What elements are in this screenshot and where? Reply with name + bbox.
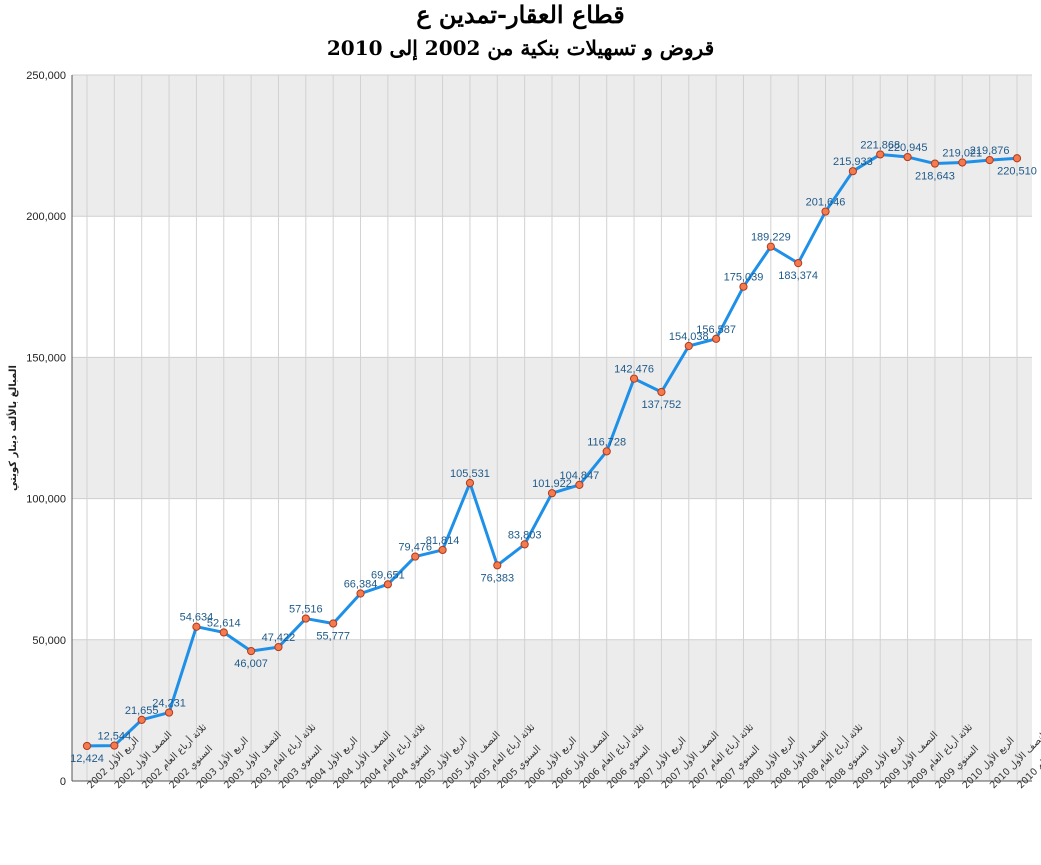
data-point [602, 447, 611, 456]
data-label: 220,945 [888, 142, 928, 154]
data-point [903, 152, 912, 162]
data-point [438, 545, 447, 555]
y-tick-label: 200,000 [26, 211, 66, 223]
data-point [329, 619, 338, 628]
chart-subtitle: قروض و تسهيلات بنكية من 2002 إلى 2010 [326, 36, 715, 60]
data-label: 47,422 [262, 632, 296, 644]
data-point [383, 580, 392, 589]
data-label: 219,021 [942, 147, 982, 159]
data-point [575, 480, 584, 490]
data-label: 57,516 [289, 604, 323, 616]
data-label: 215,933 [833, 156, 873, 168]
data-point [192, 622, 201, 631]
data-label: 142,476 [614, 364, 654, 376]
data-point [465, 478, 475, 488]
data-label: 66,384 [344, 579, 378, 591]
data-label: 83,803 [508, 529, 542, 541]
y-tick-label: 250,000 [26, 70, 66, 82]
data-point [520, 540, 529, 549]
data-label: 101,922 [532, 478, 572, 490]
data-label: 12,424 [70, 753, 104, 765]
y-tick-label: 50,000 [32, 635, 66, 647]
data-point [1012, 154, 1022, 163]
data-label: 175,039 [724, 272, 764, 284]
data-label: 81,814 [426, 535, 460, 547]
data-point [110, 741, 119, 750]
y-tick-label: 150,000 [26, 352, 66, 364]
data-label: 219,876 [970, 145, 1010, 157]
data-label: 12,544 [98, 731, 132, 743]
data-point [219, 628, 228, 637]
data-point [629, 374, 639, 383]
data-label: 154,038 [669, 331, 709, 343]
data-point [356, 589, 365, 598]
data-label: 220,510 [997, 165, 1037, 177]
data-point [411, 552, 420, 561]
data-label: 54,634 [180, 612, 214, 624]
y-tick-label: 0 [60, 776, 66, 788]
data-label: 221,868 [860, 139, 900, 151]
data-point [985, 155, 994, 165]
data-label: 156,587 [696, 324, 736, 336]
data-point [930, 159, 940, 168]
data-label: 201,646 [806, 197, 846, 209]
data-point [547, 489, 557, 498]
data-label: 76,383 [480, 572, 514, 584]
data-label: 104,847 [559, 470, 599, 482]
data-point [684, 341, 693, 351]
data-point [247, 646, 256, 656]
data-label: 79,476 [398, 542, 432, 554]
data-point [794, 259, 803, 268]
data-point [848, 167, 857, 176]
data-point [766, 242, 775, 251]
data-label: 105,531 [450, 468, 490, 480]
data-label: 218,643 [915, 171, 955, 183]
data-label: 52,614 [207, 617, 241, 629]
data-point [137, 715, 146, 724]
data-label: 46,007 [234, 658, 268, 670]
data-point [493, 561, 502, 570]
data-label: 137,752 [642, 399, 682, 411]
data-point [274, 642, 283, 652]
data-point [876, 150, 885, 159]
data-point [164, 708, 174, 717]
y-axis-label: المبالغ بالألف دينار كويتي [6, 365, 19, 491]
y-tick-label: 100,000 [26, 494, 66, 506]
data-label: 55,777 [316, 630, 350, 642]
data-point [958, 158, 967, 167]
data-label: 116,728 [587, 436, 626, 448]
data-point [739, 282, 748, 291]
data-label: 21,655 [125, 705, 159, 717]
data-label: 69,651 [371, 569, 405, 581]
data-label: 24,231 [152, 698, 186, 710]
data-point [821, 207, 830, 216]
data-point [301, 614, 310, 623]
data-label: 189,229 [751, 232, 791, 244]
data-point [657, 387, 666, 397]
data-point [712, 334, 721, 343]
data-point [82, 741, 92, 751]
chart-title: قطاع العقار-تمدين ع [416, 0, 625, 29]
data-label: 183,374 [778, 270, 818, 282]
